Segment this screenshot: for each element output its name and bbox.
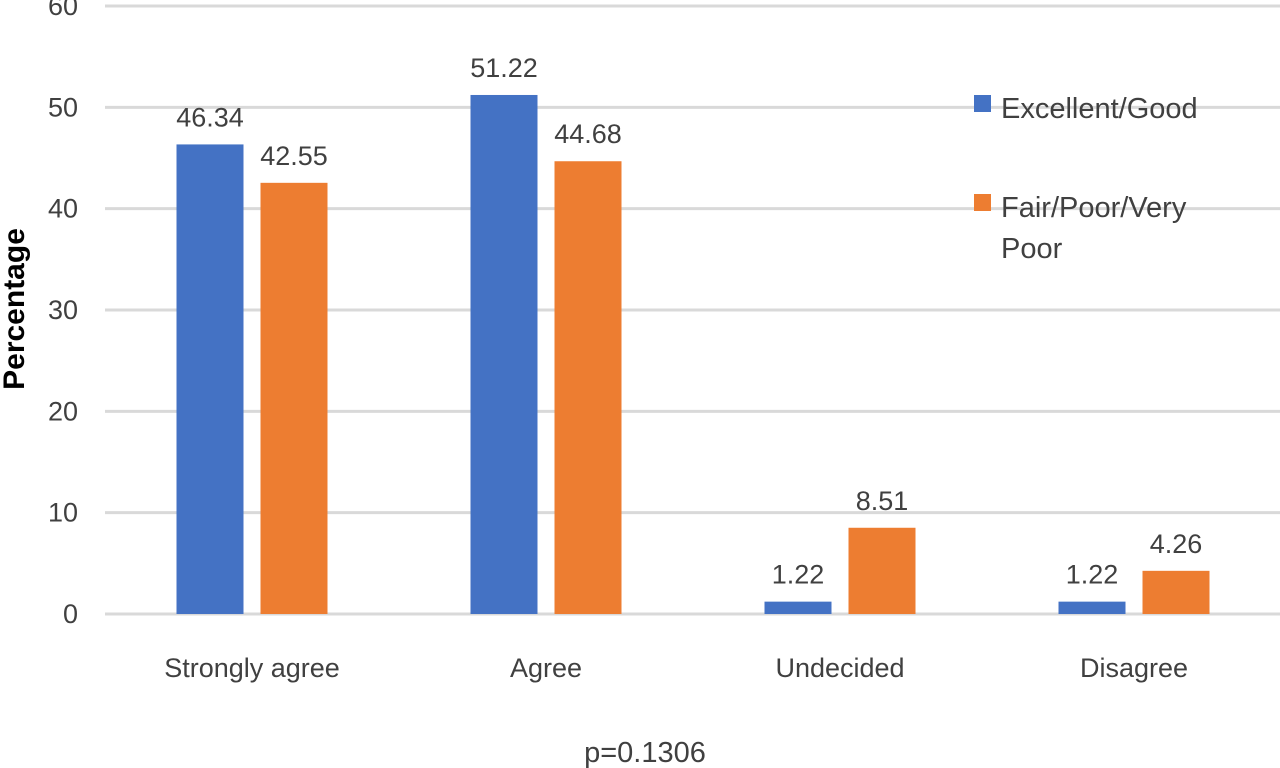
legend: Excellent/Good Fair/Poor/Very Poor bbox=[974, 93, 1198, 265]
data-labels: 46.34 51.22 1.22 1.22 42.55 44.68 8.51 4.26 bbox=[176, 53, 1202, 590]
y-axis-ticks: 0 10 20 30 40 50 60 bbox=[48, 0, 78, 629]
bar-series1-disagree bbox=[1058, 601, 1126, 614]
data-label: 46.34 bbox=[176, 102, 244, 132]
data-label: 4.26 bbox=[1150, 529, 1203, 559]
bar-series2-undecided bbox=[848, 527, 916, 614]
bar-series1-undecided bbox=[764, 601, 832, 614]
x-axis-categories: Strongly agree Agree Undecided Disagree bbox=[164, 653, 1188, 683]
y-tick-label: 0 bbox=[63, 599, 78, 629]
bars bbox=[176, 94, 1210, 615]
p-value-note: p=0.1306 bbox=[584, 737, 706, 768]
bar-series1-agree bbox=[470, 94, 538, 615]
bar-series2-agree bbox=[554, 161, 622, 614]
legend-label: Poor bbox=[1001, 233, 1063, 265]
y-tick-label: 40 bbox=[48, 194, 78, 224]
data-label: 44.68 bbox=[554, 119, 622, 149]
y-tick-label: 20 bbox=[48, 396, 78, 426]
category-label: Strongly agree bbox=[164, 653, 340, 683]
bar-series1-strongly-agree bbox=[176, 144, 244, 614]
y-tick-label: 30 bbox=[48, 295, 78, 325]
legend-swatch bbox=[974, 194, 991, 211]
y-axis-label: Percentage bbox=[0, 228, 31, 390]
data-label: 1.22 bbox=[772, 560, 825, 590]
category-label: Agree bbox=[510, 653, 582, 683]
category-label: Undecided bbox=[775, 653, 904, 683]
y-tick-label: 10 bbox=[48, 498, 78, 528]
data-label: 51.22 bbox=[470, 53, 538, 83]
data-label: 1.22 bbox=[1066, 560, 1119, 590]
data-label: 8.51 bbox=[856, 486, 909, 516]
data-label: 42.55 bbox=[260, 141, 328, 171]
y-tick-label: 50 bbox=[48, 92, 78, 122]
bar-series2-strongly-agree bbox=[260, 182, 328, 614]
bar-series2-disagree bbox=[1142, 570, 1210, 614]
legend-label: Excellent/Good bbox=[1001, 93, 1198, 125]
y-tick-label: 60 bbox=[48, 0, 78, 21]
category-label: Disagree bbox=[1080, 653, 1188, 683]
legend-label: Fair/Poor/Very bbox=[1001, 192, 1187, 224]
legend-swatch bbox=[974, 95, 991, 112]
